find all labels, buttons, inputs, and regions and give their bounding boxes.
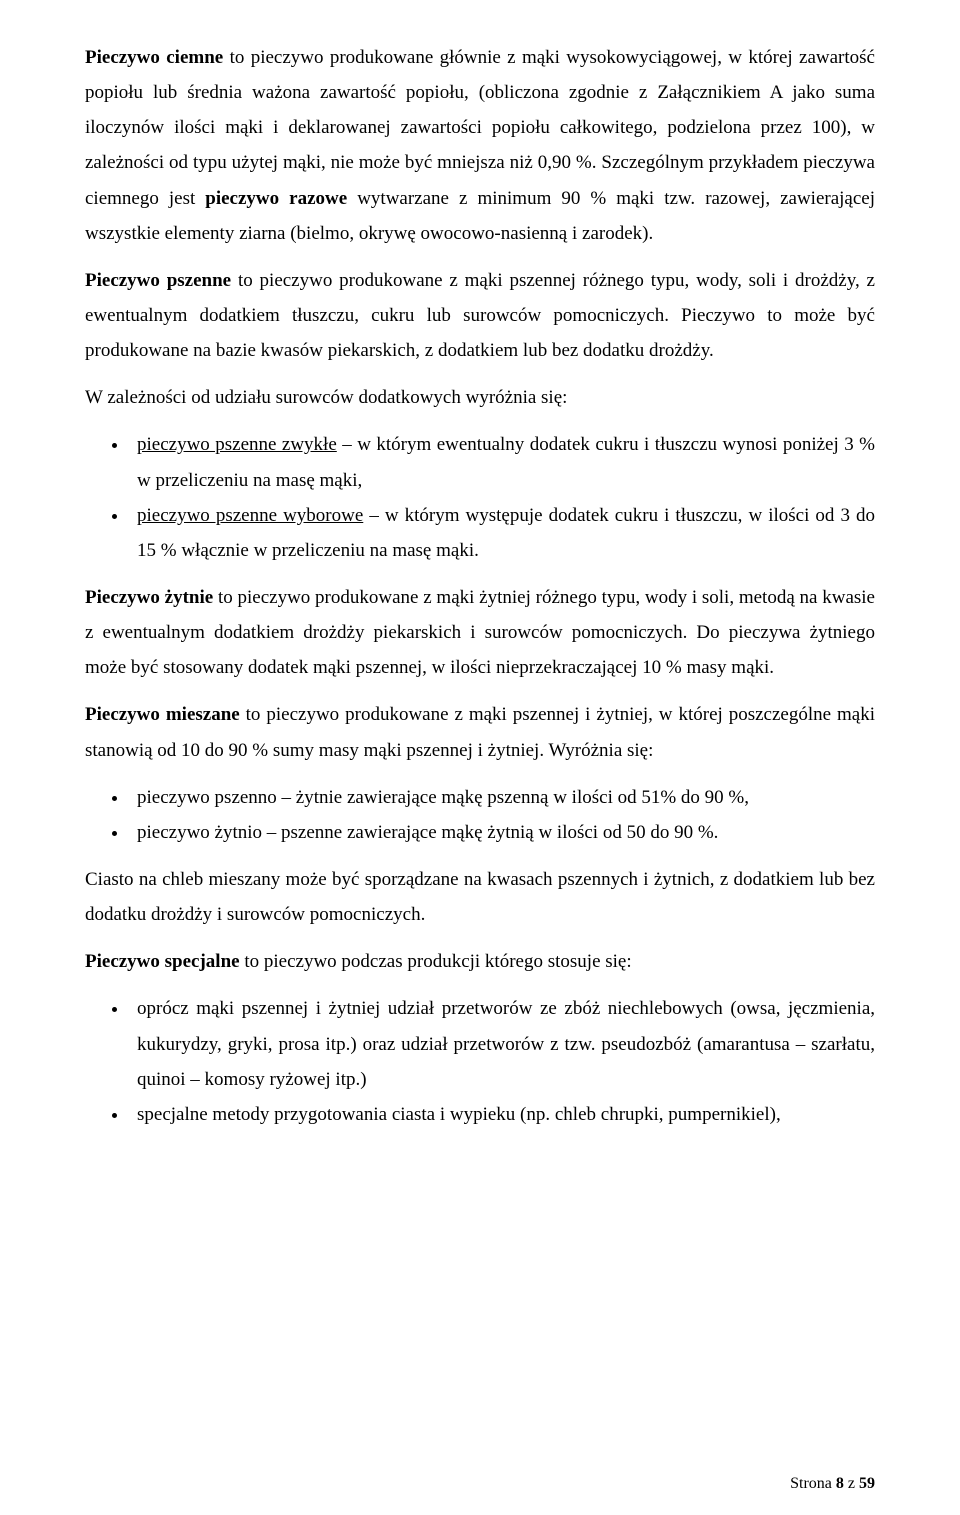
term-pszenne-zwykle: pieczywo pszenne zwykłe: [137, 434, 337, 455]
text: pieczywo żytnio – pszenne zawierające mą…: [137, 822, 718, 843]
paragraph-wyroznia: W zależności od udziału surowców dodatko…: [85, 380, 875, 415]
text: oprócz mąki pszennej i żytniej udział pr…: [137, 998, 875, 1089]
list-item: oprócz mąki pszennej i żytniej udział pr…: [129, 991, 875, 1096]
term-pieczywo-pszenne: Pieczywo pszenne: [85, 270, 231, 291]
footer-total: 59: [859, 1475, 875, 1492]
list-specjalne-types: oprócz mąki pszennej i żytniej udział pr…: [85, 991, 875, 1132]
paragraph-ciemne: Pieczywo ciemne to pieczywo produkowane …: [85, 40, 875, 251]
document-page: Pieczywo ciemne to pieczywo produkowane …: [0, 0, 960, 1515]
page-footer: Strona 8 z 59: [790, 1475, 875, 1493]
list-pszenne-types: pieczywo pszenne zwykłe – w którym ewent…: [85, 427, 875, 568]
footer-of: z: [844, 1475, 859, 1492]
text: pieczywo pszenno – żytnie zawierające mą…: [137, 787, 749, 808]
list-item: specjalne metody przygotowania ciasta i …: [129, 1097, 875, 1132]
list-item: pieczywo pszenne zwykłe – w którym ewent…: [129, 427, 875, 497]
paragraph-specjalne: Pieczywo specjalne to pieczywo podczas p…: [85, 944, 875, 979]
text: Ciasto na chleb mieszany może być sporzą…: [85, 869, 875, 925]
list-item: pieczywo żytnio – pszenne zawierające mą…: [129, 815, 875, 850]
list-item: pieczywo pszenno – żytnie zawierające mą…: [129, 780, 875, 815]
paragraph-mieszane: Pieczywo mieszane to pieczywo produkowan…: [85, 697, 875, 767]
term-pieczywo-razowe: pieczywo razowe: [205, 188, 347, 209]
footer-label: Strona: [790, 1475, 836, 1492]
text: specjalne metody przygotowania ciasta i …: [137, 1104, 781, 1125]
text: W zależności od udziału surowców dodatko…: [85, 387, 567, 408]
term-pszenne-wyborowe: pieczywo pszenne wyborowe: [137, 505, 363, 526]
text: to pieczywo produkowane głównie z mąki w…: [85, 47, 875, 209]
footer-page-number: 8: [836, 1475, 844, 1492]
paragraph-zytnie: Pieczywo żytnie to pieczywo produkowane …: [85, 580, 875, 685]
paragraph-ciasto-mieszany: Ciasto na chleb mieszany może być sporzą…: [85, 862, 875, 932]
term-pieczywo-specjalne: Pieczywo specjalne: [85, 951, 240, 972]
list-item: pieczywo pszenne wyborowe – w którym wys…: [129, 498, 875, 568]
term-pieczywo-ciemne: Pieczywo ciemne: [85, 47, 223, 68]
text: to pieczywo podczas produkcji którego st…: [240, 951, 632, 972]
paragraph-pszenne: Pieczywo pszenne to pieczywo produkowane…: [85, 263, 875, 368]
term-pieczywo-zytnie: Pieczywo żytnie: [85, 587, 213, 608]
term-pieczywo-mieszane: Pieczywo mieszane: [85, 704, 240, 725]
list-mieszane-types: pieczywo pszenno – żytnie zawierające mą…: [85, 780, 875, 850]
